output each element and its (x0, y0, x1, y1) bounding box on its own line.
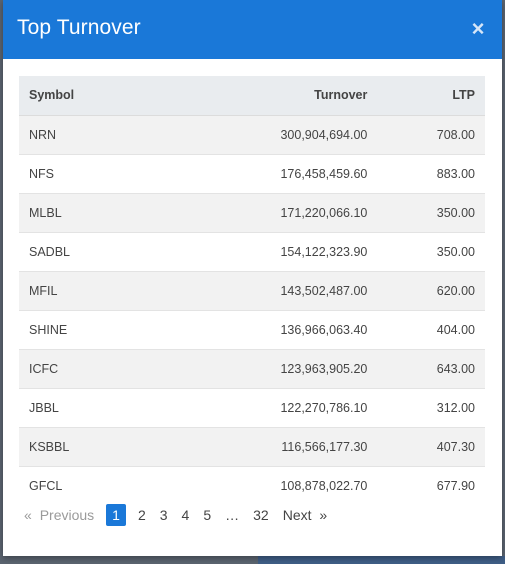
cell-ltp: 620.00 (377, 270, 485, 310)
cell-ltp: 883.00 (377, 153, 485, 193)
cell-turnover: 300,904,694.00 (173, 114, 378, 154)
table-row: KSBBL 116,566,177.30 407.30 (19, 426, 485, 466)
cell-turnover: 176,458,459.60 (173, 153, 378, 193)
page-button-1[interactable]: 1 (106, 504, 126, 526)
table-header-row: Symbol Turnover LTP (19, 76, 485, 116)
cell-turnover: 143,502,487.00 (173, 270, 378, 310)
cell-ltp: 350.00 (377, 192, 485, 232)
turnover-table: Symbol Turnover LTP NRN 300,904,694.00 708… (19, 76, 485, 505)
column-header-turnover: Turnover (173, 76, 378, 116)
cell-symbol: MFIL (19, 270, 174, 310)
cell-turnover: 108,878,022.70 (173, 465, 378, 505)
cell-turnover: 123,963,905.20 (173, 348, 378, 388)
page-button-5[interactable]: 5 (203, 507, 212, 523)
turnover-table-wrapper: Symbol Turnover LTP NRN 300,904,694.00 708… (19, 76, 485, 505)
next-label: Next (282, 507, 312, 523)
table-row: NRN 300,904,694.00 708.00 (19, 114, 485, 154)
cell-symbol: SADBL (19, 231, 174, 271)
close-icon[interactable]: × (471, 16, 485, 41)
table-body: NRN 300,904,694.00 708.00 NFS 176,458,459.60… (19, 114, 485, 505)
cell-ltp: 312.00 (377, 387, 485, 427)
column-header-ltp: LTP (377, 76, 485, 116)
table-row: MLBL 171,220,066.10 350.00 (19, 192, 485, 232)
top-turnover-modal: Top Turnover × Symbol Turnover LTP NRN 30… (3, 0, 502, 556)
page-button-4[interactable]: 4 (181, 507, 190, 523)
cell-ltp: 404.00 (377, 309, 485, 349)
table-row: SADBL 154,122,323.90 350.00 (19, 231, 485, 271)
cell-symbol: GFCL (19, 465, 174, 505)
cell-symbol: SHINE (19, 309, 174, 349)
next-arrow-icon: » (319, 507, 328, 523)
page-button-32[interactable]: 32 (253, 507, 269, 523)
previous-label: Previous (39, 507, 95, 523)
table-row: MFIL 143,502,487.00 620.00 (19, 270, 485, 310)
table-row: NFS 176,458,459.60 883.00 (19, 153, 485, 193)
cell-symbol: NRN (19, 114, 174, 154)
cell-turnover: 122,270,786.10 (173, 387, 378, 427)
modal-title: Top Turnover (17, 16, 141, 39)
cell-ltp: 643.00 (377, 348, 485, 388)
table-row: GFCL 108,878,022.70 677.90 (19, 465, 485, 505)
column-header-symbol: Symbol (19, 76, 174, 116)
table-row: ICFC 123,963,905.20 643.00 (19, 348, 485, 388)
cell-ltp: 677.90 (377, 465, 485, 505)
cell-ltp: 407.30 (377, 426, 485, 466)
cell-symbol: JBBL (19, 387, 174, 427)
pagination: « Previous 1 2 3 4 5 … 32 Next » (17, 504, 334, 526)
table-row: JBBL 122,270,786.10 312.00 (19, 387, 485, 427)
cell-symbol: MLBL (19, 192, 174, 232)
cell-symbol: KSBBL (19, 426, 174, 466)
cell-turnover: 154,122,323.90 (173, 231, 378, 271)
page-button-2[interactable]: 2 (137, 507, 146, 523)
pagination-ellipsis: … (225, 507, 240, 523)
cell-symbol: NFS (19, 153, 174, 193)
cell-ltp: 708.00 (377, 114, 485, 154)
table-row: SHINE 136,966,063.40 404.00 (19, 309, 485, 349)
previous-arrow-icon: « (24, 507, 32, 523)
cell-turnover: 171,220,066.10 (173, 192, 378, 232)
cell-symbol: ICFC (19, 348, 174, 388)
previous-button[interactable]: « Previous (17, 504, 101, 526)
backdrop-background (258, 556, 505, 564)
cell-ltp: 350.00 (377, 231, 485, 271)
next-button[interactable]: Next » (276, 504, 334, 526)
modal-header: Top Turnover × (3, 0, 502, 59)
cell-turnover: 116,566,177.30 (173, 426, 378, 466)
page-button-3[interactable]: 3 (159, 507, 168, 523)
cell-turnover: 136,966,063.40 (173, 309, 378, 349)
